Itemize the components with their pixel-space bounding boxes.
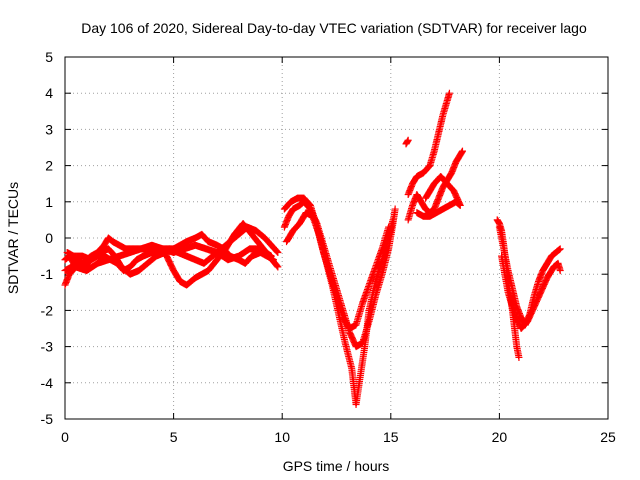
x-tick-label: 0 [61, 429, 69, 445]
data-point [445, 89, 453, 97]
axis-ticks: 0 5 10 15 20 25 -5 -4 -3 -2 -1 0 1 2 3 4 5 [41, 49, 616, 445]
y-axis-label: SDTVAR / TECUs [5, 182, 21, 294]
series-markers [413, 172, 464, 220]
data-point [555, 245, 563, 253]
data-point [458, 147, 466, 155]
y-tick-label: 5 [45, 49, 53, 65]
data-point [274, 263, 282, 271]
data-point [556, 267, 564, 275]
x-axis-label: GPS time / hours [283, 458, 390, 474]
y-tick-label: -5 [41, 411, 54, 427]
data-point [385, 223, 393, 231]
y-tick-label: 4 [45, 85, 53, 101]
series-markers [402, 136, 412, 148]
data-point [422, 193, 430, 201]
y-tick-label: 1 [45, 194, 53, 210]
grid [65, 57, 608, 419]
x-tick-label: 20 [492, 429, 508, 445]
data-points [61, 89, 564, 409]
data-point [389, 216, 397, 224]
chart-title: Day 106 of 2020, Sidereal Day-to-day VTE… [81, 20, 587, 36]
y-tick-label: -3 [41, 339, 54, 355]
data-point [267, 252, 275, 260]
y-tick-label: 3 [45, 121, 53, 137]
x-tick-label: 15 [383, 429, 399, 445]
series-markers [404, 89, 453, 199]
y-tick-label: -1 [41, 266, 54, 282]
data-point [273, 262, 281, 270]
data-point [272, 247, 280, 255]
data-point [422, 194, 430, 202]
series-markers [61, 241, 275, 289]
y-tick-label: 0 [45, 230, 53, 246]
data-point [555, 246, 563, 254]
x-tick-label: 5 [170, 429, 178, 445]
x-tick-label: 25 [600, 429, 616, 445]
y-tick-label: 2 [45, 158, 53, 174]
y-tick-label: -4 [41, 375, 54, 391]
data-point [391, 205, 399, 213]
x-tick-label: 10 [274, 429, 290, 445]
data-point [273, 248, 281, 256]
series-markers [280, 194, 393, 332]
data-point [274, 248, 282, 256]
data-point [404, 136, 412, 144]
data-point [556, 245, 564, 253]
plot-frame [64, 56, 609, 420]
y-tick-label: -2 [41, 302, 54, 318]
series-markers [63, 220, 282, 289]
data-point [515, 353, 523, 361]
series-markers [498, 252, 564, 332]
